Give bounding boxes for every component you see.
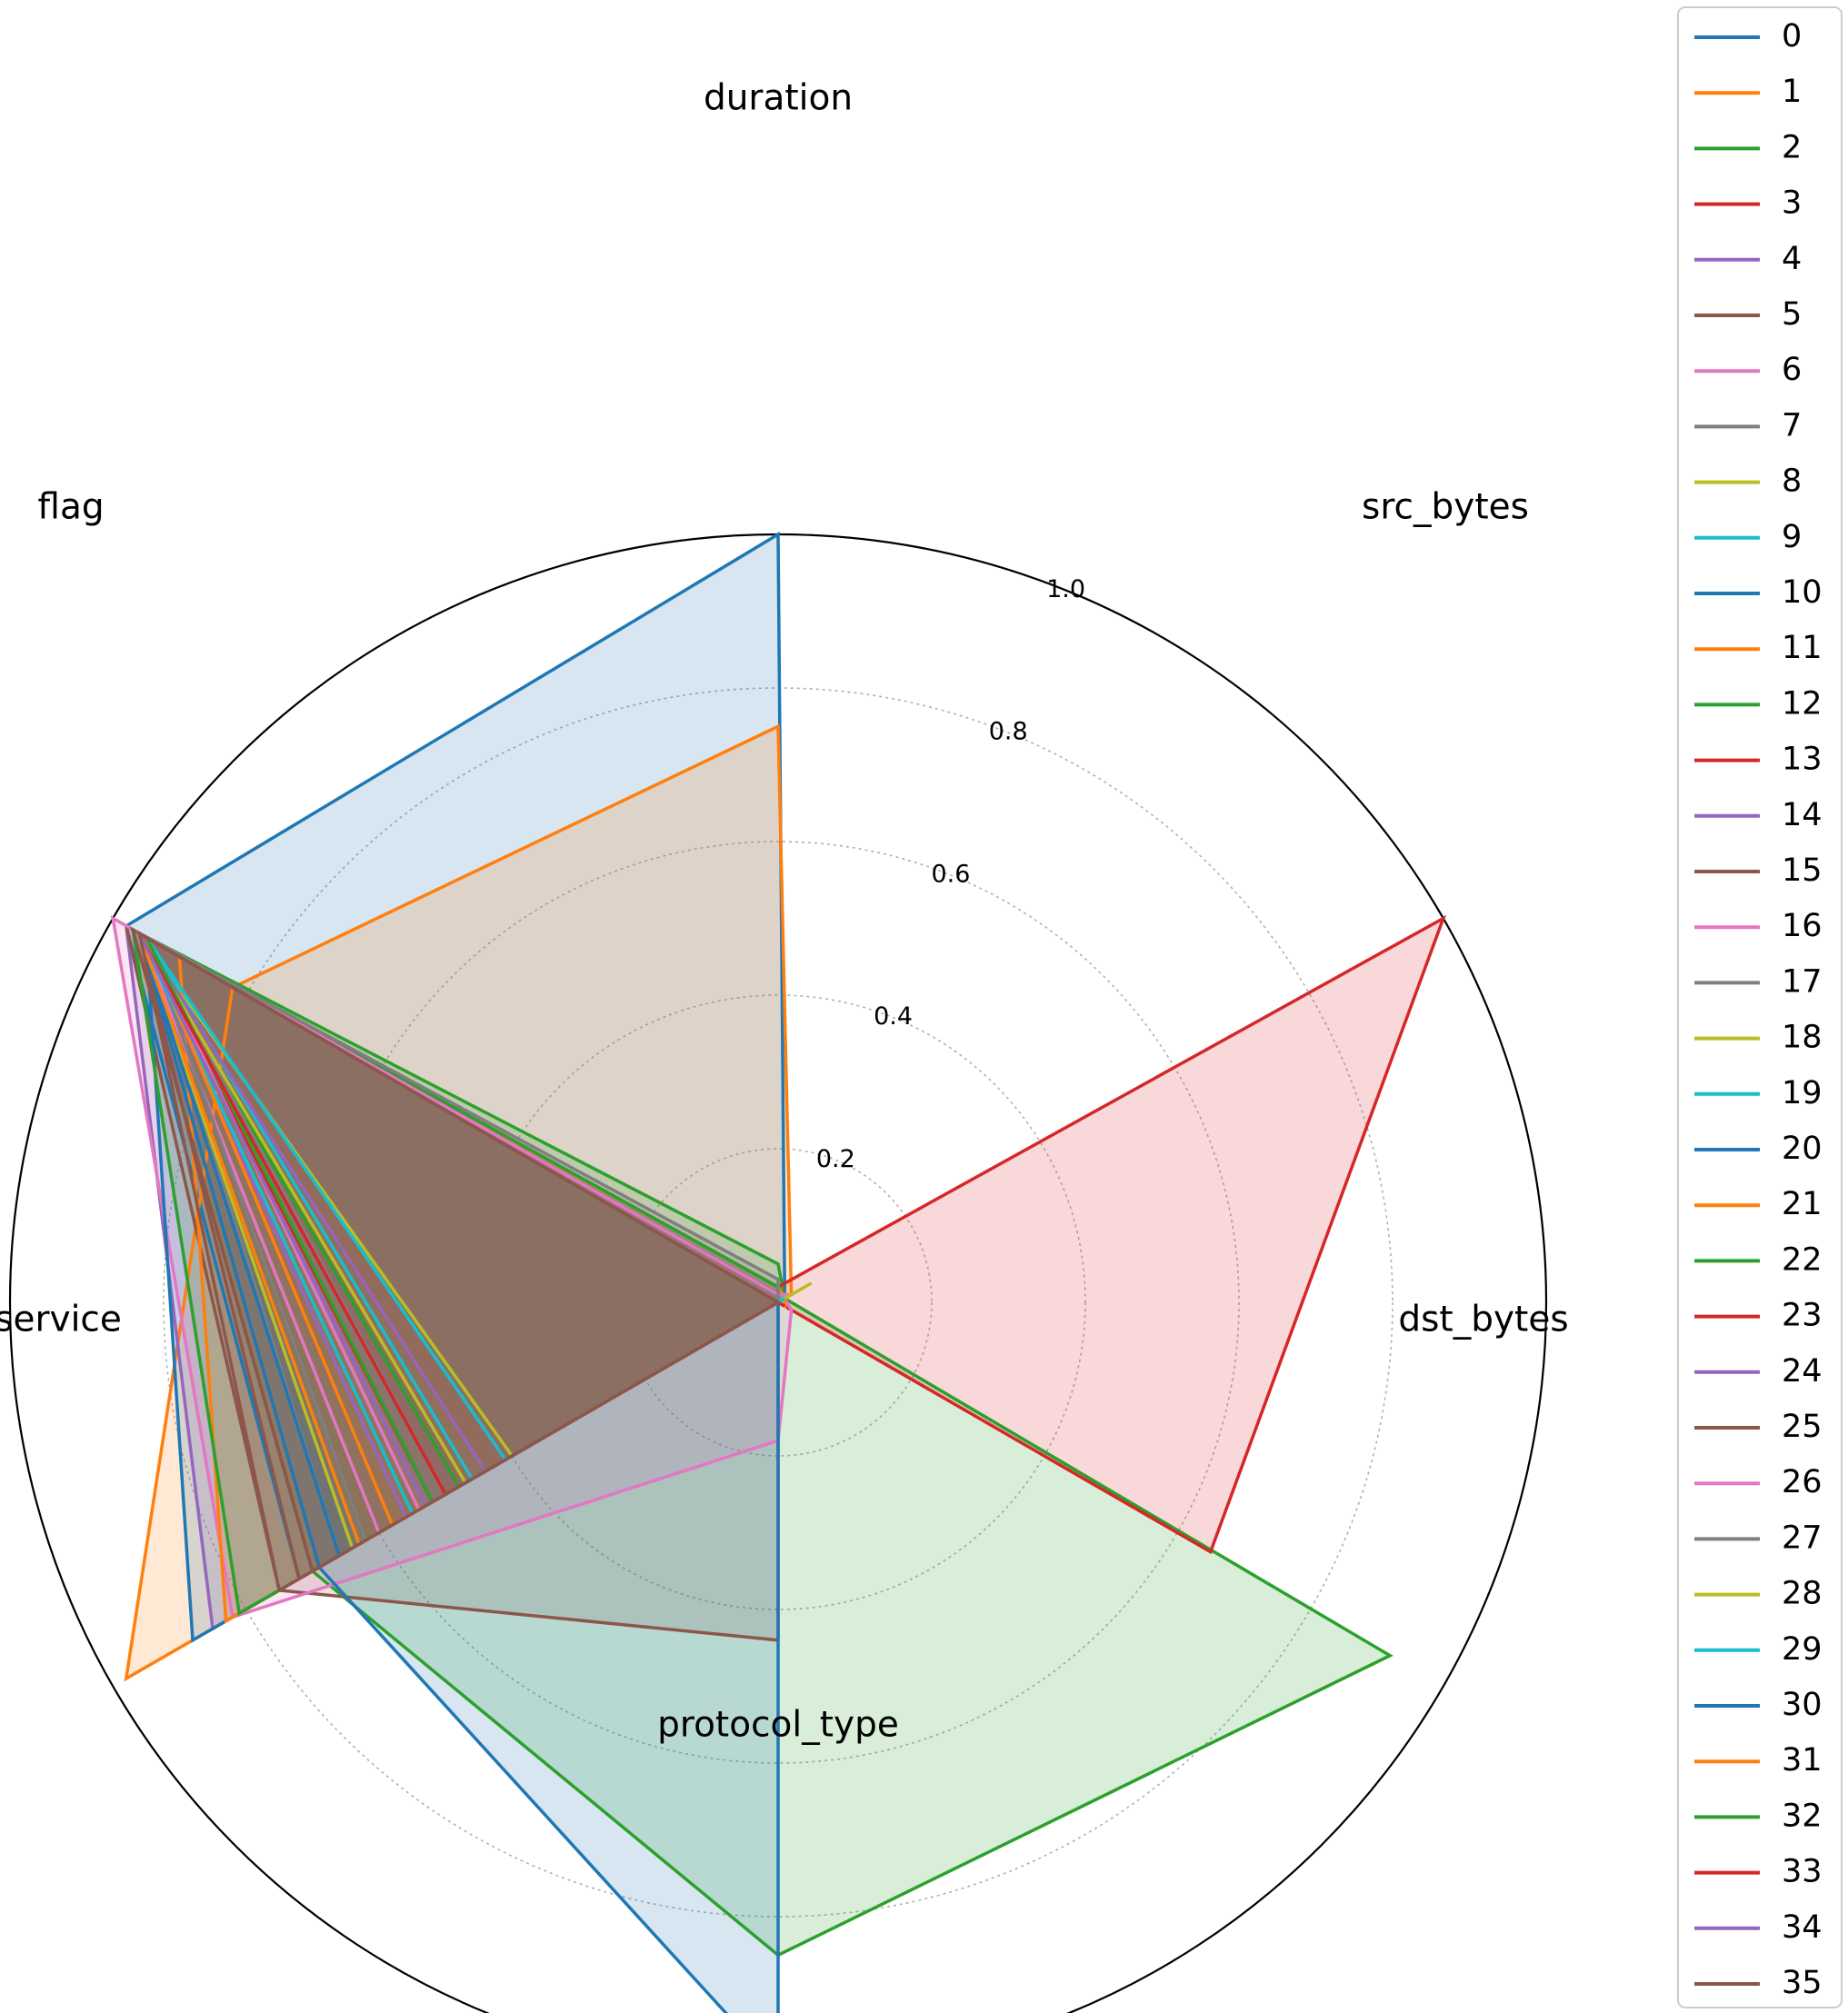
legend-label-19: 19	[1782, 1075, 1823, 1111]
series-fill-26	[145, 937, 785, 1510]
legend-label-14: 14	[1782, 797, 1823, 833]
series-fill-31	[139, 933, 778, 1545]
axis-label-duration: duration	[704, 78, 853, 119]
series-fill-25	[139, 933, 778, 1580]
series-fill-12	[133, 930, 785, 1614]
legend-label-11: 11	[1782, 630, 1823, 666]
series-fill-29	[145, 937, 785, 1460]
series-fills	[113, 534, 1443, 2013]
series-fill-3	[139, 918, 1443, 1552]
legend-label-25: 25	[1782, 1409, 1823, 1445]
legend-label-32: 32	[1782, 1798, 1823, 1834]
axis-labels: duration src_bytes dst_bytes protocol_type s…	[0, 78, 1569, 1746]
axis-label-protocol_type: protocol_type	[657, 1705, 899, 1746]
rtick-label: 0.8	[989, 718, 1028, 746]
legend-label-7: 7	[1782, 407, 1802, 443]
grid-circle-0.4	[470, 994, 1086, 1610]
series-fill-1	[125, 726, 792, 1679]
series-fill-8	[139, 933, 785, 1456]
series-line-35	[136, 930, 782, 1593]
legend-label-16: 16	[1782, 908, 1823, 944]
legend-label-12: 12	[1782, 685, 1823, 722]
legend-label-5: 5	[1782, 296, 1802, 333]
axis-label-flag: flag	[37, 487, 104, 528]
series-fill-11	[179, 956, 785, 1621]
legend-label-28: 28	[1782, 1576, 1823, 1612]
legend-label-23: 23	[1782, 1298, 1823, 1334]
rtick-label: 1.0	[1046, 575, 1085, 603]
series-fill-0	[125, 534, 785, 1580]
series-fill-33	[139, 933, 778, 1495]
series-fill-10	[145, 937, 779, 1640]
legend-label-29: 29	[1782, 1631, 1823, 1668]
legend-label-0: 0	[1782, 18, 1802, 55]
legend-label-22: 22	[1782, 1241, 1823, 1278]
rtick-label: 0.4	[874, 1002, 913, 1031]
series-fill-34	[139, 933, 778, 1506]
legend-label-8: 8	[1782, 463, 1802, 500]
legend-label-26: 26	[1782, 1464, 1823, 1500]
series-fill-20	[139, 933, 778, 1556]
rtick-label: 0.2	[816, 1145, 855, 1173]
legend-label-27: 27	[1782, 1520, 1823, 1556]
legend-label-10: 10	[1782, 574, 1823, 611]
axis-label-dst_bytes: dst_bytes	[1398, 1300, 1568, 1340]
legend-label-17: 17	[1782, 963, 1823, 1000]
radial-tick-labels: 0.2 0.4 0.6 0.8 1.0	[816, 575, 1085, 1173]
legend-label-35: 35	[1782, 1965, 1823, 2001]
series-fill-21	[145, 937, 785, 1525]
series-fill-9	[145, 937, 785, 1480]
legend-label-33: 33	[1782, 1854, 1823, 1890]
series-fill-7	[145, 937, 785, 1556]
legend-label-3: 3	[1782, 185, 1802, 222]
series-fill-2	[133, 930, 1391, 1956]
legend-label-31: 31	[1782, 1742, 1823, 1779]
axis-label-src_bytes: src_bytes	[1362, 487, 1529, 528]
grid-circle-0.6	[316, 841, 1240, 1764]
legend-label-4: 4	[1782, 241, 1802, 277]
legend-label-18: 18	[1782, 1020, 1823, 1056]
legend-label-20: 20	[1782, 1131, 1823, 1167]
series-fill-4	[125, 925, 785, 1629]
series-fill-14	[139, 933, 778, 1518]
legend-label-21: 21	[1782, 1186, 1823, 1222]
legend-label-13: 13	[1782, 742, 1823, 778]
series-lines	[110, 531, 1447, 2013]
series-fill-17	[145, 937, 779, 1540]
series-fill-19	[139, 933, 785, 1514]
series-fill-32	[145, 937, 779, 1502]
series-fill-28	[139, 933, 805, 1483]
series-fill-18	[139, 933, 812, 1549]
axis-label-service: service	[0, 1300, 122, 1340]
grid-circle-0.2	[624, 1148, 933, 1457]
legend-label-9: 9	[1782, 519, 1802, 555]
legend-frame	[1677, 6, 1843, 2008]
legend-label-6: 6	[1782, 352, 1802, 388]
legend-label-30: 30	[1782, 1687, 1823, 1723]
legend: 0123456789101112131415161718192021222324…	[1677, 6, 1843, 2008]
series-fill-23	[139, 933, 778, 1471]
series-fill-22	[139, 933, 778, 1487]
series-fill-27	[145, 937, 779, 1495]
legend-label-34: 34	[1782, 1909, 1823, 1946]
rtick-label: 0.6	[931, 860, 970, 888]
legend-label-15: 15	[1782, 852, 1823, 889]
legend-label-1: 1	[1782, 74, 1802, 110]
series-fill-24	[139, 933, 778, 1471]
legend-label-2: 2	[1782, 129, 1802, 165]
series-fill-16	[139, 933, 792, 1533]
legend-label-24: 24	[1782, 1353, 1823, 1390]
